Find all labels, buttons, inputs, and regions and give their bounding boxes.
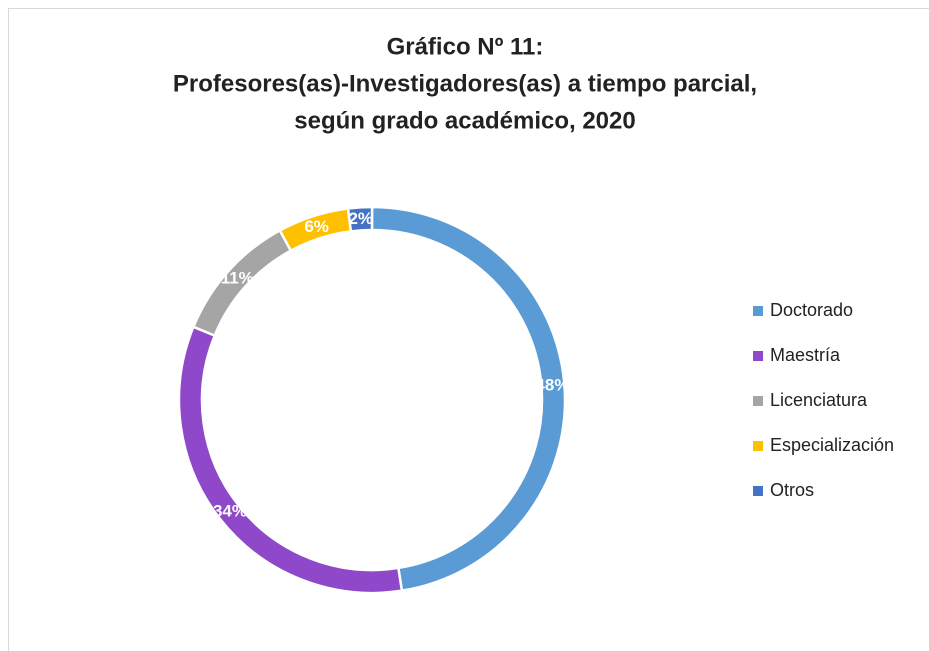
chart-title: según grado académico, 2020 xyxy=(294,107,635,134)
legend-swatch xyxy=(753,396,763,406)
donut-slice xyxy=(346,205,374,233)
data-label: 34% xyxy=(213,502,247,521)
data-label: 11% xyxy=(221,269,254,288)
legend-swatch xyxy=(753,441,763,451)
data-label: 48% xyxy=(535,375,569,394)
data-label: 6% xyxy=(304,217,329,236)
legend-label: Licenciatura xyxy=(770,390,868,410)
legend-label: Maestría xyxy=(770,345,841,365)
legend-swatch xyxy=(753,351,763,361)
chart-title: Profesores(as)-Investigadores(as) a tiem… xyxy=(173,70,757,97)
legend-label: Otros xyxy=(770,480,814,500)
legend-label: Especialización xyxy=(770,435,894,455)
legend-swatch xyxy=(753,306,763,316)
chart-title: Gráfico Nº 11: xyxy=(387,33,544,60)
data-label: 2% xyxy=(348,209,373,228)
legend-swatch xyxy=(753,486,763,496)
legend-label: Doctorado xyxy=(770,300,853,320)
